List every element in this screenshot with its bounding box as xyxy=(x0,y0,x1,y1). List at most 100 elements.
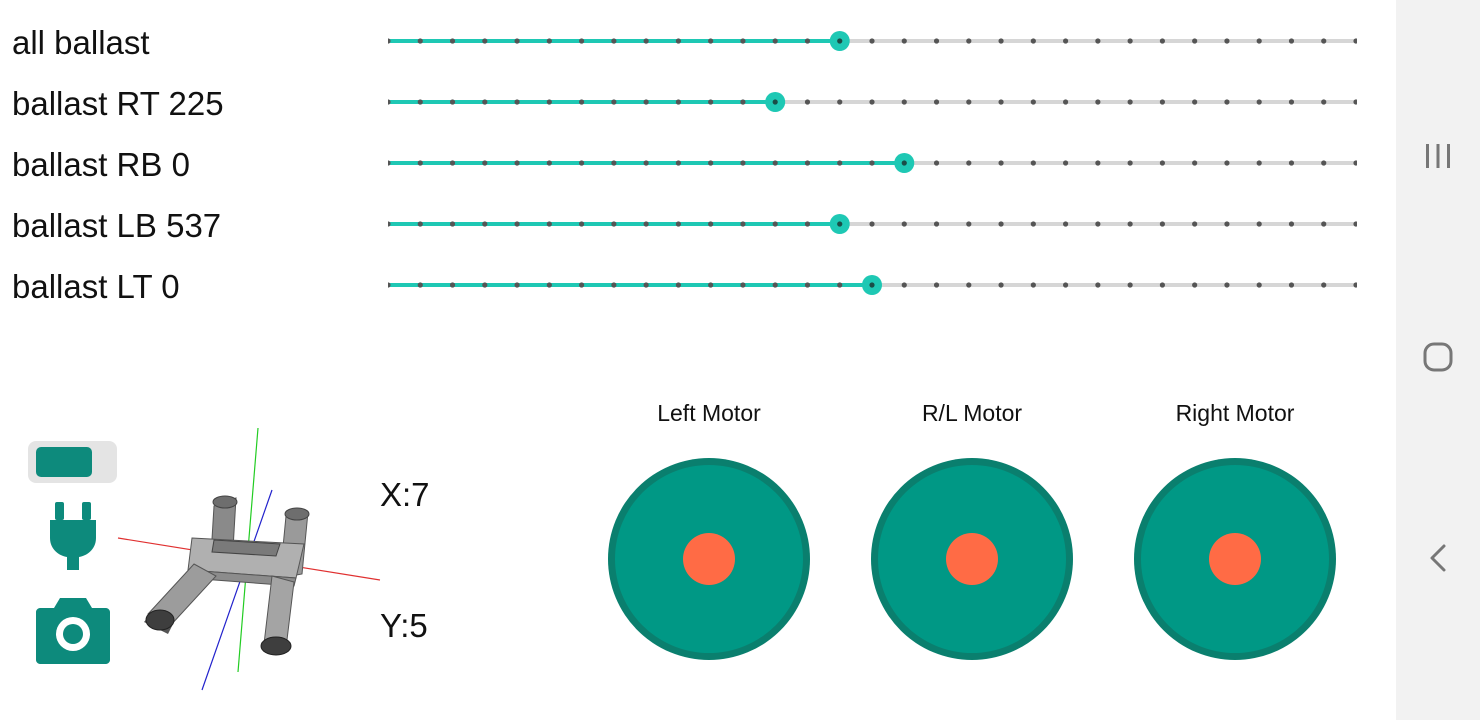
slider-tick xyxy=(1127,221,1133,227)
left-motor-joystick[interactable] xyxy=(607,457,811,661)
home-icon[interactable] xyxy=(1418,337,1458,377)
slider-tick xyxy=(901,38,907,44)
slider-thumb-center xyxy=(869,282,875,288)
slider-tick xyxy=(901,99,907,105)
slider-tick xyxy=(1224,221,1230,227)
slider-ballast-lb[interactable] xyxy=(388,204,1357,244)
slider-tick xyxy=(482,38,488,44)
slider-tick xyxy=(546,282,552,288)
slider-tick xyxy=(1288,160,1295,166)
slider-tick xyxy=(740,160,746,166)
slider-tick xyxy=(1159,221,1165,227)
slider-tick xyxy=(1353,221,1357,227)
slider-tick xyxy=(1192,160,1198,166)
slider-tick xyxy=(1321,38,1327,44)
slider-all-ballast[interactable] xyxy=(388,21,1357,61)
slider-tick xyxy=(449,282,456,288)
slider-tick xyxy=(1095,38,1101,44)
slider-tick xyxy=(837,282,843,288)
slider-tick xyxy=(611,282,617,288)
slider-tick xyxy=(449,38,456,44)
recent-apps-icon[interactable] xyxy=(1418,136,1458,176)
slider-tick xyxy=(514,99,520,105)
joystick-knob[interactable] xyxy=(946,533,998,585)
slider-label-ballast-lb: ballast LB 537 xyxy=(12,207,222,244)
slider-tick xyxy=(675,221,681,227)
camera-icon[interactable] xyxy=(36,596,110,664)
slider-tick xyxy=(417,221,423,227)
slider-tick xyxy=(1030,221,1036,227)
slider-tick xyxy=(1063,160,1069,166)
rl-motor-joystick[interactable] xyxy=(870,457,1074,661)
system-navigation-bar xyxy=(1396,0,1480,720)
slider-tick xyxy=(1063,38,1069,44)
slider-tick xyxy=(1030,99,1036,105)
slider-tick xyxy=(1321,221,1327,227)
slider-tick xyxy=(708,282,714,288)
slider-tick xyxy=(804,160,811,166)
slider-tick xyxy=(966,160,972,166)
back-icon[interactable] xyxy=(1418,538,1458,578)
slider-tick xyxy=(643,99,649,105)
slider-tick xyxy=(998,282,1004,288)
slider-tick xyxy=(1224,38,1230,44)
slider-ballast-lt[interactable] xyxy=(388,265,1357,305)
right-motor-joystick[interactable] xyxy=(1133,457,1337,661)
slider-tick xyxy=(611,38,617,44)
slider-tick xyxy=(1353,38,1357,44)
slider-tick xyxy=(388,160,391,166)
slider-tick xyxy=(869,221,875,227)
power-plug-icon[interactable] xyxy=(46,500,100,572)
slider-tick xyxy=(611,99,617,105)
slider-tick xyxy=(1127,282,1133,288)
slider-tick xyxy=(837,160,843,166)
slider-tick xyxy=(579,282,585,288)
slider-tick xyxy=(388,221,391,227)
slider-tick xyxy=(514,282,520,288)
slider-tick xyxy=(740,99,746,105)
slider-tick xyxy=(1224,160,1230,166)
slider-tick xyxy=(1288,99,1295,105)
slider-tick xyxy=(546,160,552,166)
slider-tick xyxy=(740,221,746,227)
slider-tick xyxy=(901,221,907,227)
3d-model-view[interactable] xyxy=(112,426,384,692)
slider-tick xyxy=(966,38,972,44)
slider-thumb-center xyxy=(837,221,843,227)
slider-tick xyxy=(708,221,714,227)
slider-tick xyxy=(1030,160,1036,166)
slider-tick xyxy=(1353,160,1357,166)
joystick-knob[interactable] xyxy=(1209,533,1261,585)
slider-tick xyxy=(708,38,714,44)
slider-tick xyxy=(804,282,811,288)
slider-tick xyxy=(804,38,811,44)
slider-tick xyxy=(772,282,778,288)
slider-tick xyxy=(1192,221,1198,227)
slider-tick xyxy=(611,160,617,166)
slider-tick xyxy=(1095,99,1101,105)
slider-tick xyxy=(514,38,520,44)
slider-tick xyxy=(804,221,811,227)
slider-tick xyxy=(772,221,778,227)
joystick-knob[interactable] xyxy=(683,533,735,585)
slider-tick xyxy=(1159,38,1165,44)
toggle-switch-icon[interactable] xyxy=(28,440,118,484)
slider-tick xyxy=(546,221,552,227)
slider-tick xyxy=(933,221,940,227)
x-coordinate-readout: X:7 xyxy=(380,476,430,513)
slider-tick xyxy=(1159,99,1165,105)
slider-tick xyxy=(1095,160,1101,166)
slider-tick xyxy=(1321,160,1327,166)
slider-tick xyxy=(1127,160,1133,166)
slider-ballast-rt[interactable] xyxy=(388,82,1357,122)
slider-tick xyxy=(998,160,1004,166)
slider-tick xyxy=(643,160,649,166)
slider-thumb-center xyxy=(901,160,907,166)
slider-tick xyxy=(1256,38,1262,44)
slider-tick xyxy=(1063,221,1069,227)
slider-tick xyxy=(1288,221,1295,227)
slider-ballast-rb[interactable] xyxy=(388,143,1357,183)
slider-tick xyxy=(772,38,778,44)
slider-tick xyxy=(388,99,391,105)
motor-label-left: Left Motor xyxy=(657,400,761,426)
